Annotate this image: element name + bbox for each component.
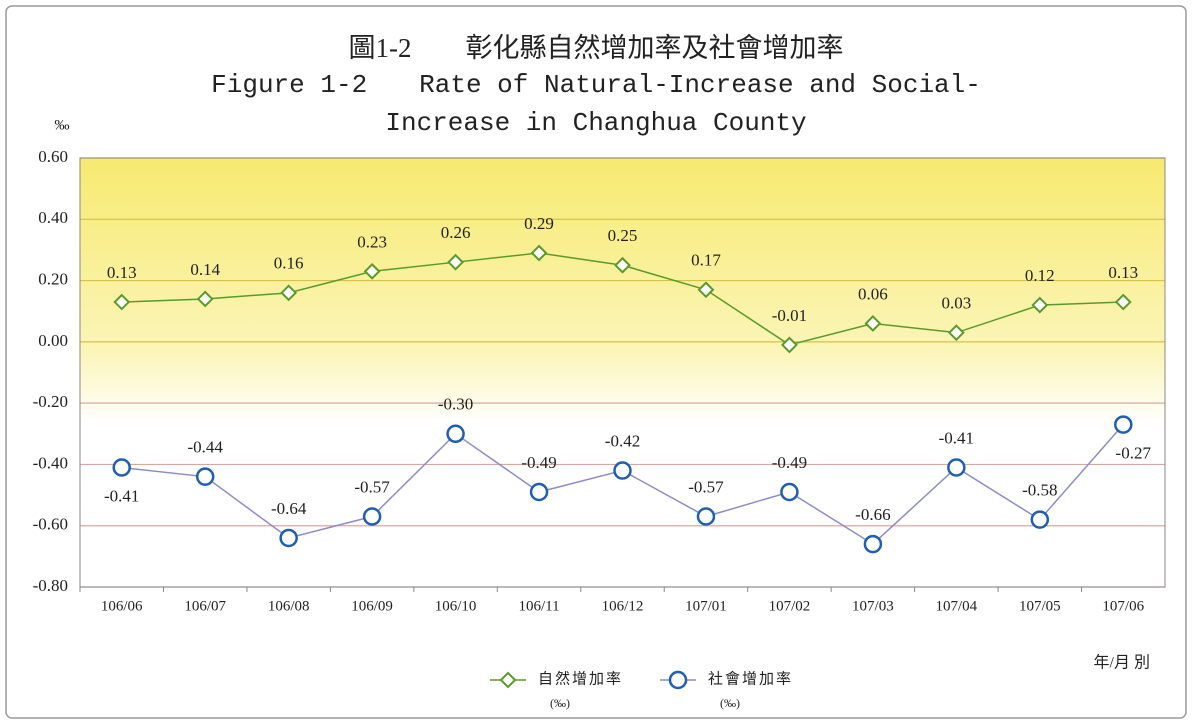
value-label: 0.13 — [107, 263, 137, 282]
x-tick-label: 106/06 — [101, 598, 143, 614]
value-label: -0.30 — [438, 395, 473, 414]
x-tick-label: 107/01 — [685, 598, 727, 614]
marker — [1030, 510, 1050, 529]
x-tick-label: 107/02 — [769, 598, 811, 614]
value-label: -0.57 — [688, 477, 724, 496]
x-tick-label: 107/04 — [936, 598, 978, 614]
value-label: 0.16 — [274, 254, 304, 273]
value-label: 0.29 — [524, 214, 554, 233]
x-tick-label: 107/05 — [1019, 598, 1061, 614]
value-label: 0.14 — [190, 260, 220, 279]
y-tick-label: -0.40 — [33, 453, 68, 472]
value-label: -0.64 — [271, 499, 307, 518]
marker — [363, 262, 381, 280]
x-tick-label: 107/03 — [852, 598, 894, 614]
legend-unit: (‰) — [720, 696, 740, 710]
marker — [947, 324, 965, 342]
plot-border — [79, 157, 1166, 588]
marker — [947, 458, 966, 477]
value-label: 0.03 — [941, 294, 971, 313]
marker — [864, 315, 882, 332]
marker — [1031, 296, 1049, 314]
value-label: -0.41 — [939, 428, 974, 447]
marker — [446, 424, 465, 444]
y-tick-label: 0.40 — [38, 208, 68, 227]
marker — [195, 467, 215, 486]
marker — [196, 290, 214, 308]
y-tick-label: 0.00 — [38, 331, 68, 350]
marker — [613, 461, 632, 480]
marker — [780, 482, 799, 502]
value-label: -0.57 — [354, 477, 390, 496]
legend-label: 社會增加率 — [708, 670, 793, 687]
value-label: -0.49 — [521, 453, 556, 472]
x-tick-label: 106/10 — [435, 598, 477, 614]
marker — [280, 284, 298, 302]
value-label: 0.06 — [858, 284, 888, 303]
legend-unit: (‰) — [550, 696, 570, 710]
value-label: 0.13 — [1108, 263, 1138, 282]
value-label: -0.49 — [772, 453, 807, 472]
x-tick-label: 106/11 — [518, 598, 559, 614]
y-tick-label: -0.60 — [33, 515, 68, 534]
marker — [668, 670, 688, 690]
value-label: -0.27 — [1116, 443, 1152, 462]
value-label: 0.25 — [608, 226, 638, 245]
value-label: -0.66 — [855, 505, 890, 524]
marker — [499, 671, 517, 689]
marker — [529, 482, 549, 502]
y-tick-label: -0.20 — [33, 392, 68, 411]
y-tick-label: -0.80 — [33, 576, 68, 595]
plot-area — [80, 158, 1165, 587]
x-tick-label: 106/09 — [351, 598, 393, 614]
marker — [279, 528, 298, 548]
marker — [113, 293, 131, 311]
marker — [447, 253, 464, 271]
marker — [112, 458, 131, 477]
value-label: -0.44 — [187, 438, 223, 457]
y-tick-label: 0.20 — [38, 269, 68, 288]
marker — [614, 256, 631, 274]
x-label: 年/月 別 — [1094, 654, 1150, 672]
value-label: 0.12 — [1025, 266, 1055, 285]
value-label: -0.41 — [104, 486, 139, 505]
chart-title: 圖1-2 彰化縣自然增加率及社會增加率 — [348, 33, 844, 63]
marker — [1114, 293, 1132, 311]
marker — [863, 534, 883, 554]
x-tick-label: 106/07 — [184, 598, 226, 614]
marker — [697, 281, 715, 299]
value-label: -0.01 — [772, 306, 807, 325]
value-label: -0.42 — [605, 431, 640, 450]
marker — [362, 507, 382, 526]
frame — [5, 5, 1187, 719]
chart-subtitle: Figure 1-2 Rate of Natural-Increase and … — [211, 70, 981, 138]
legend-label: 自然增加率 — [538, 670, 623, 687]
marker — [781, 336, 798, 354]
value-label: 0.17 — [691, 251, 721, 270]
value-label: 0.23 — [357, 232, 387, 251]
y-tick-label: 0.60 — [38, 147, 68, 166]
marker — [530, 244, 548, 262]
value-label: 0.26 — [441, 223, 471, 242]
marker — [1114, 415, 1133, 434]
x-tick-label: 106/08 — [268, 598, 310, 614]
y-unit: ‰ — [55, 117, 70, 133]
x-tick-label: 107/06 — [1102, 598, 1144, 614]
value-label: -0.58 — [1022, 480, 1057, 499]
marker — [696, 507, 716, 526]
x-tick-label: 106/12 — [602, 598, 644, 614]
